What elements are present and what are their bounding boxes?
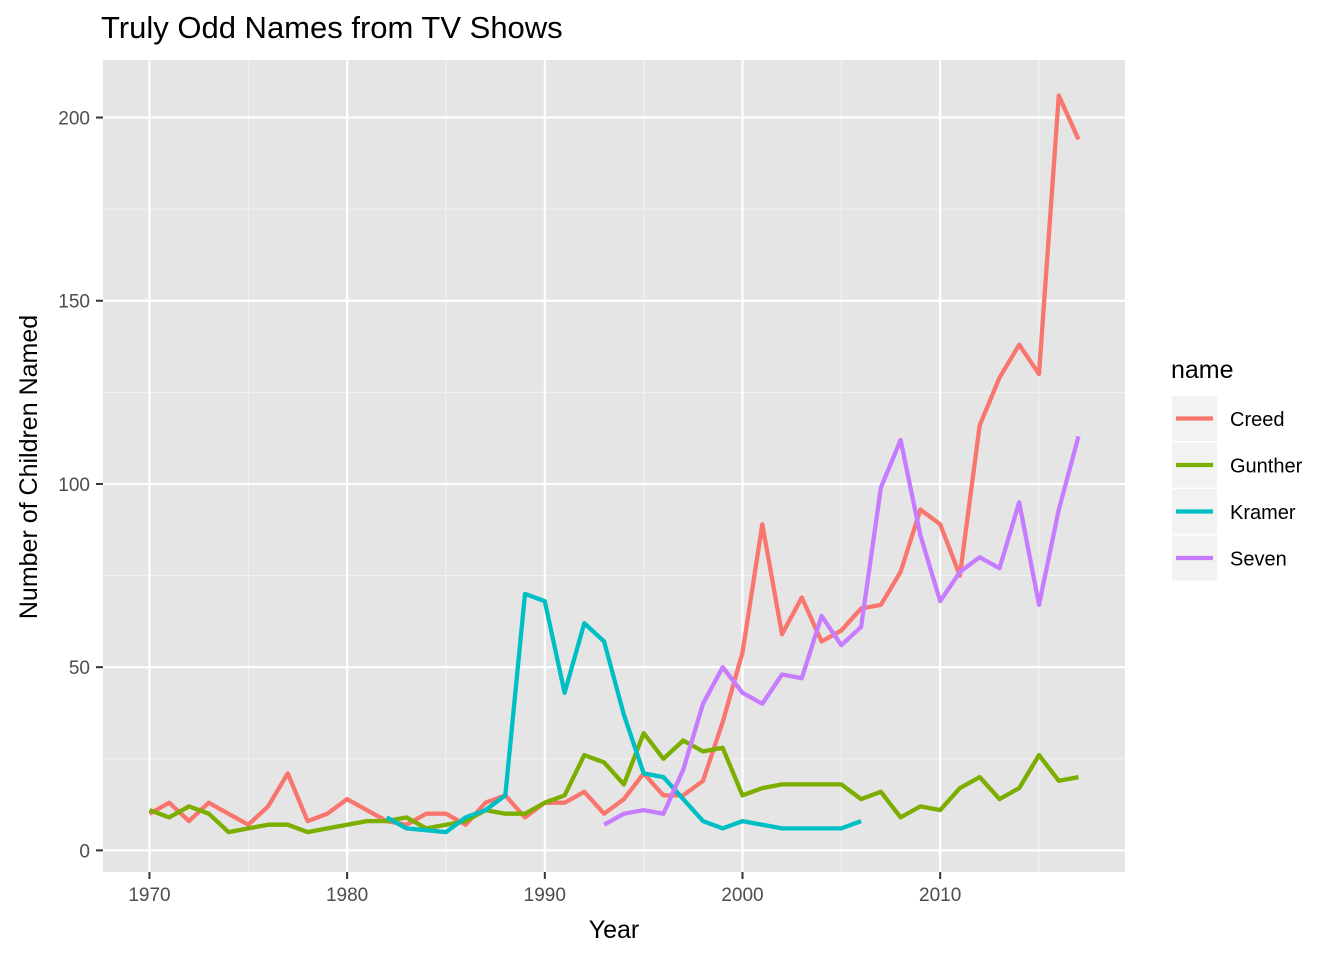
series-line-kramer — [385, 591, 862, 835]
y-axis-title: Number of Children Named — [15, 315, 43, 619]
legend-label-gunther: Gunther — [1230, 456, 1303, 478]
series-line-gunther — [148, 730, 1079, 835]
legend-title: name — [1171, 356, 1234, 384]
minor-gridlines — [103, 60, 1125, 872]
y-tick-label: 100 — [58, 475, 90, 496]
y-tick-label: 150 — [58, 292, 90, 313]
x-axis: 1970 1980 1990 2000 2010 — [128, 872, 961, 906]
series-line-seven — [603, 435, 1081, 827]
y-tick-label: 50 — [69, 658, 90, 679]
x-tick-label: 1980 — [326, 885, 368, 906]
major-gridlines — [103, 60, 1125, 872]
legend-label-seven: Seven — [1230, 549, 1287, 571]
chart-title: Truly Odd Names from TV Shows — [101, 10, 563, 45]
legend-label-kramer: Kramer — [1230, 502, 1296, 524]
x-tick-label: 2010 — [919, 885, 961, 906]
y-tick-label: 200 — [58, 109, 90, 130]
plot-panel — [103, 60, 1125, 872]
legend-label-creed: Creed — [1230, 409, 1284, 431]
x-tick-label: 1970 — [128, 885, 170, 906]
series-line-creed — [148, 93, 1081, 827]
y-axis: 0 50 100 150 200 — [58, 109, 103, 862]
y-tick-label: 0 — [79, 841, 90, 862]
legend: name Creed Gunther Kramer Seven — [1171, 356, 1303, 581]
x-axis-title: Year — [589, 916, 640, 944]
series-lines — [148, 93, 1081, 835]
x-tick-label: 2000 — [721, 885, 763, 906]
x-tick-label: 1990 — [524, 885, 566, 906]
